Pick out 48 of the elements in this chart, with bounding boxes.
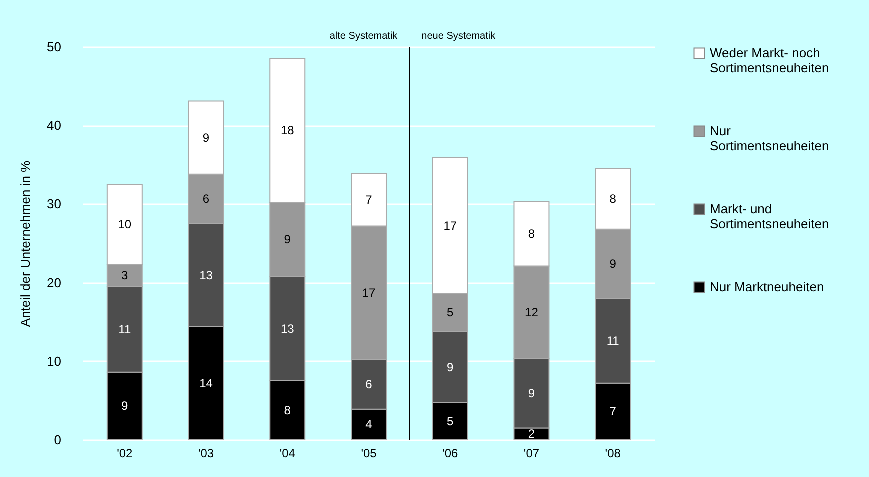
- text: alte Systematik: [330, 31, 399, 42]
- x-tick-label: '05: [361, 446, 378, 460]
- data-label: 13: [200, 268, 214, 282]
- data-label: 8: [284, 404, 292, 418]
- data-label: 3: [122, 268, 129, 283]
- data-label: 11: [606, 334, 620, 348]
- x-tick-label: '08: [605, 446, 622, 460]
- x-tick-label: '02: [117, 446, 134, 460]
- data-label: 4: [366, 418, 373, 432]
- data-label: 17: [444, 218, 458, 233]
- data-label: 8: [610, 192, 617, 206]
- data-label: 10: [118, 218, 132, 232]
- y-axis-title: Anteil der Unternehmen in %: [18, 160, 34, 328]
- data-label: 18: [280, 124, 295, 138]
- data-label: 9: [528, 386, 536, 401]
- legend-label: Markt- und Sortimentsneuheiten: [710, 202, 830, 232]
- data-label: 2: [528, 427, 536, 442]
- data-label: 8: [528, 227, 536, 242]
- y-tick-label: 30: [47, 196, 62, 212]
- data-label: 7: [610, 404, 617, 419]
- y-tick-label: 40: [47, 118, 62, 134]
- legend-label: Nur Marktneuheiten: [710, 280, 824, 294]
- y-tick-label: 50: [47, 40, 62, 54]
- legend-label: Nur Sortimentsneuheiten: [710, 124, 830, 154]
- y-tick-label: 0: [54, 432, 62, 448]
- x-tick-label: '03: [198, 446, 214, 460]
- y-tick-label: 10: [47, 354, 62, 369]
- data-label: 9: [284, 232, 292, 247]
- y-tick-label: 20: [47, 275, 62, 290]
- data-label: 14: [200, 376, 214, 390]
- data-label: 9: [202, 130, 210, 145]
- data-label: 13: [280, 322, 295, 336]
- text: neue Systematik: [422, 31, 497, 42]
- data-label: 5: [447, 414, 454, 429]
- data-label: 9: [122, 399, 129, 414]
- data-label: 11: [118, 322, 132, 337]
- data-label: 12: [525, 306, 539, 320]
- data-label: 7: [366, 192, 373, 207]
- data-label: 5: [447, 306, 454, 320]
- data-label: 17: [362, 286, 376, 300]
- data-label: 9: [447, 360, 454, 374]
- x-tick-label: '07: [524, 446, 540, 460]
- x-tick-label: '06: [442, 446, 459, 460]
- legend-label: Weder Markt- noch Sortimentsneuheiten: [710, 46, 830, 76]
- data-label: 9: [610, 256, 617, 271]
- data-label: 6: [366, 378, 373, 392]
- data-label: 6: [202, 192, 210, 206]
- x-tick-label: '04: [280, 446, 296, 460]
